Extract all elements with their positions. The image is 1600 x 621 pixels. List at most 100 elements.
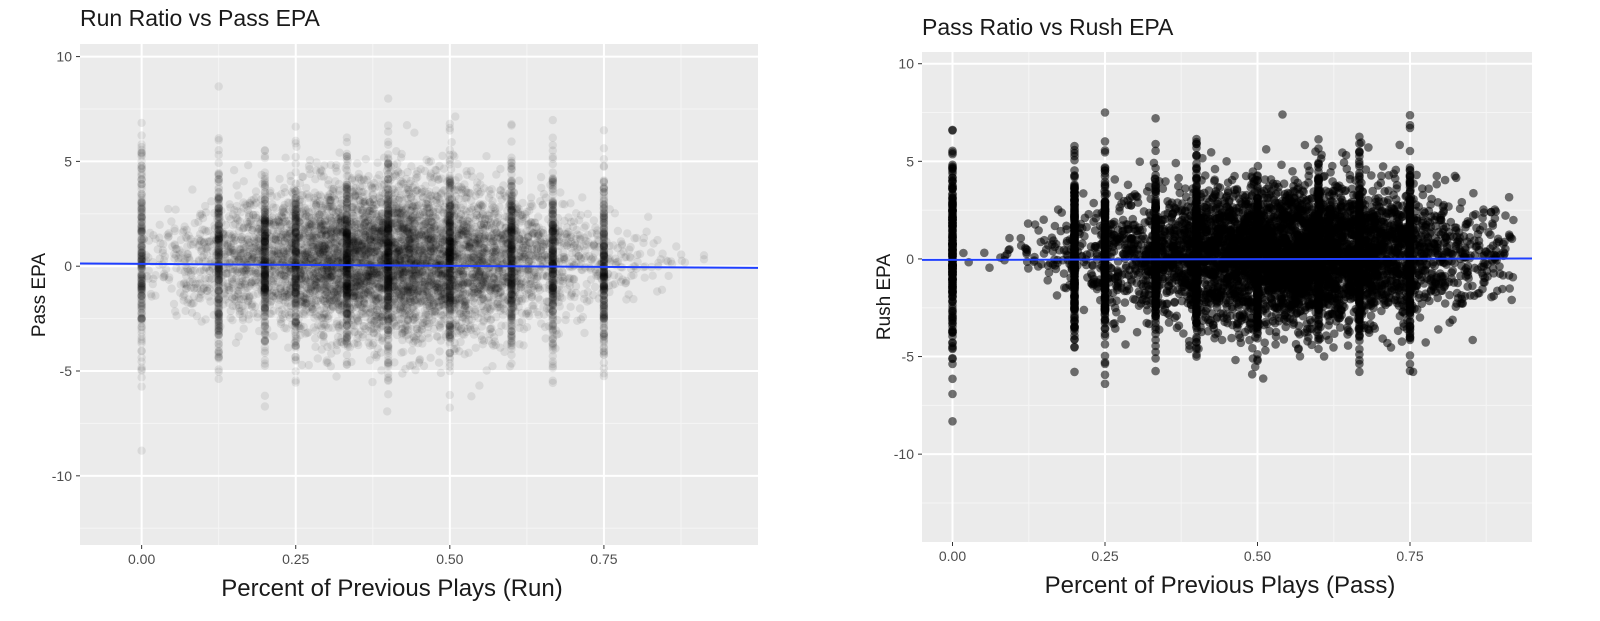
data-point	[190, 237, 199, 247]
data-point	[490, 242, 500, 251]
data-point	[421, 311, 430, 320]
data-point	[585, 296, 594, 305]
data-point	[331, 163, 340, 173]
data-point	[342, 223, 352, 232]
data-point	[491, 236, 501, 246]
data-point	[414, 274, 423, 283]
data-point	[329, 221, 338, 230]
data-point	[522, 269, 532, 279]
data-point	[599, 302, 609, 312]
data-point	[545, 234, 554, 243]
data-point	[562, 311, 571, 320]
data-point	[279, 255, 288, 264]
data-point	[599, 281, 609, 290]
data-point	[548, 190, 557, 200]
data-point	[377, 224, 386, 233]
data-point	[435, 254, 444, 263]
data-point	[548, 357, 557, 366]
data-point	[347, 320, 356, 330]
data-point	[291, 195, 300, 204]
data-point	[507, 274, 516, 283]
data-point	[333, 247, 342, 256]
data-point	[521, 213, 531, 223]
data-point	[264, 231, 274, 241]
data-point	[413, 233, 422, 243]
data-point	[445, 273, 454, 282]
data-point	[449, 305, 458, 314]
data-point	[181, 255, 190, 264]
data-point	[438, 151, 447, 160]
data-point	[548, 226, 557, 235]
data-point	[639, 238, 648, 248]
data-point	[252, 198, 261, 207]
data-point	[504, 224, 513, 234]
data-point	[361, 155, 370, 164]
data-point	[646, 248, 656, 257]
data-point	[445, 241, 454, 250]
data-point	[277, 266, 286, 275]
data-point	[309, 289, 319, 298]
data-point	[539, 239, 548, 249]
data-point	[388, 240, 397, 250]
data-point	[361, 230, 370, 240]
data-point	[415, 293, 424, 302]
data-point	[360, 222, 369, 231]
data-point	[383, 224, 392, 233]
data-point	[623, 229, 632, 238]
data-point	[434, 283, 444, 292]
data-point	[582, 297, 592, 306]
data-point	[252, 247, 262, 256]
data-point	[260, 257, 270, 266]
data-point	[459, 229, 468, 239]
data-point	[302, 277, 311, 286]
data-point	[381, 312, 390, 321]
data-point	[376, 236, 385, 246]
data-point	[589, 241, 598, 250]
data-point	[338, 250, 347, 259]
data-point	[483, 215, 493, 224]
data-point	[492, 218, 501, 227]
data-point	[522, 240, 531, 250]
data-point	[296, 210, 305, 219]
data-point	[473, 233, 482, 242]
data-point	[548, 363, 557, 373]
data-point	[214, 195, 223, 205]
data-point	[323, 196, 332, 205]
data-point	[604, 269, 613, 279]
data-point	[155, 254, 164, 263]
data-point	[269, 227, 278, 236]
data-point	[368, 305, 377, 314]
data-point	[445, 243, 454, 252]
data-point	[271, 294, 280, 303]
data-point	[548, 146, 557, 155]
data-point	[445, 233, 454, 243]
data-point	[342, 321, 352, 331]
data-point	[324, 266, 333, 275]
data-point	[435, 255, 445, 264]
data-point	[464, 237, 473, 246]
data-point	[520, 245, 530, 255]
data-point	[274, 226, 283, 235]
data-point	[543, 255, 553, 265]
data-point	[335, 213, 344, 222]
data-point	[452, 249, 462, 258]
data-point	[384, 280, 393, 289]
data-point	[507, 218, 516, 227]
data-point	[363, 245, 372, 255]
data-point	[438, 237, 447, 247]
data-point	[271, 203, 280, 213]
data-point	[345, 271, 355, 280]
data-point	[368, 242, 377, 251]
data-point	[364, 338, 373, 347]
data-point	[214, 230, 223, 239]
data-point	[470, 272, 479, 281]
data-point	[405, 249, 414, 258]
data-point	[327, 219, 336, 228]
data-point	[590, 242, 599, 251]
data-point	[405, 361, 415, 370]
data-point	[291, 227, 300, 236]
data-point	[291, 222, 300, 232]
data-point	[347, 357, 356, 367]
data-point	[384, 252, 393, 261]
data-point	[536, 172, 546, 182]
